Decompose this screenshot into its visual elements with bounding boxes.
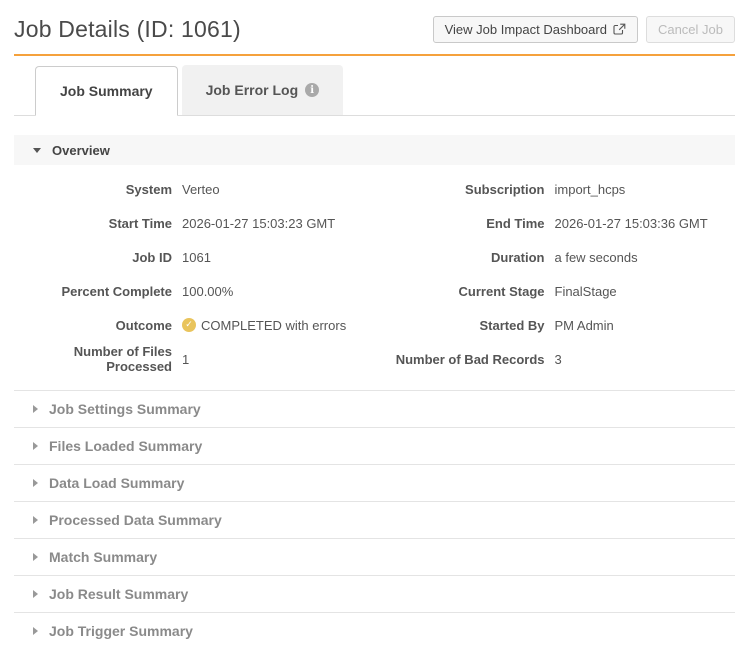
tab-job-summary-label: Job Summary xyxy=(60,83,153,99)
cancel-job-button[interactable]: Cancel Job xyxy=(645,16,735,43)
field-duration-value: a few seconds xyxy=(554,249,638,265)
field-files-processed-value: 1 xyxy=(182,351,190,367)
field-duration-label: Duration xyxy=(491,249,545,265)
section-job-result-summary[interactable]: Job Result Summary xyxy=(14,575,735,612)
info-icon xyxy=(305,83,320,97)
field-end-time: End Time 2026-01-27 15:03:36 GMT xyxy=(375,206,736,240)
field-start-time-label: Start Time xyxy=(108,215,172,231)
caret-right-icon xyxy=(33,553,38,561)
section-job-trigger-summary[interactable]: Job Trigger Summary xyxy=(14,612,735,649)
summary-sections-list: Job Settings Summary Files Loaded Summar… xyxy=(14,390,735,649)
section-label: Job Settings Summary xyxy=(49,401,201,417)
view-job-impact-dashboard-label: View Job Impact Dashboard xyxy=(444,22,607,37)
section-data-load-summary[interactable]: Data Load Summary xyxy=(14,464,735,501)
overview-fields-right-column: Subscription import_hcps End Time 2026-0… xyxy=(375,172,736,376)
page-title: Job Details (ID: 1061) xyxy=(14,16,241,42)
header-buttons: View Job Impact Dashboard Cancel Job xyxy=(432,16,735,43)
caret-right-icon xyxy=(33,405,38,413)
field-current-stage-value: FinalStage xyxy=(554,283,617,299)
field-end-time-label: End Time xyxy=(486,215,545,231)
caret-right-icon xyxy=(33,627,38,635)
page-header: Job Details (ID: 1061) View Job Impact D… xyxy=(14,0,735,56)
tab-job-summary[interactable]: Job Summary xyxy=(35,66,178,116)
overview-section-title: Overview xyxy=(52,142,110,158)
field-current-stage: Current Stage FinalStage xyxy=(375,274,736,308)
field-started-by-value: PM Admin xyxy=(554,317,614,333)
field-subscription-value: import_hcps xyxy=(554,181,626,197)
field-bad-records-value: 3 xyxy=(554,351,562,367)
completed-with-errors-check-icon xyxy=(182,318,196,332)
field-outcome-text: COMPLETED with errors xyxy=(201,317,347,333)
overview-fields: System Verteo Start Time 2026-01-27 15:0… xyxy=(14,165,735,376)
field-system-value: Verteo xyxy=(182,181,220,197)
tab-bar: Job Summary Job Error Log xyxy=(14,65,735,116)
caret-right-icon xyxy=(33,516,38,524)
tab-job-error-log-label: Job Error Log xyxy=(205,82,299,98)
field-job-id: Job ID 1061 xyxy=(14,240,375,274)
caret-right-icon xyxy=(33,590,38,598)
section-label: Processed Data Summary xyxy=(49,512,222,528)
field-outcome: Outcome COMPLETED with errors xyxy=(14,308,375,342)
view-job-impact-dashboard-button[interactable]: View Job Impact Dashboard xyxy=(432,16,638,43)
field-outcome-label: Outcome xyxy=(115,317,172,333)
section-label: Files Loaded Summary xyxy=(49,438,203,454)
overview-fields-left-column: System Verteo Start Time 2026-01-27 15:0… xyxy=(14,172,375,376)
field-start-time-value: 2026-01-27 15:03:23 GMT xyxy=(182,215,336,231)
field-current-stage-label: Current Stage xyxy=(458,283,545,299)
field-outcome-value: COMPLETED with errors xyxy=(182,318,346,333)
caret-right-icon xyxy=(33,442,38,450)
section-label: Match Summary xyxy=(49,549,158,565)
section-match-summary[interactable]: Match Summary xyxy=(14,538,735,575)
field-percent-complete: Percent Complete 100.00% xyxy=(14,274,375,308)
section-label: Job Trigger Summary xyxy=(49,623,193,639)
field-job-id-value: 1061 xyxy=(182,249,211,265)
caret-right-icon xyxy=(33,479,38,487)
field-started-by: Started By PM Admin xyxy=(375,308,736,342)
field-subscription-label: Subscription xyxy=(465,181,545,197)
section-job-settings-summary[interactable]: Job Settings Summary xyxy=(14,390,735,427)
field-bad-records-label: Number of Bad Records xyxy=(395,351,545,367)
field-start-time: Start Time 2026-01-27 15:03:23 GMT xyxy=(14,206,375,240)
field-subscription: Subscription import_hcps xyxy=(375,172,736,206)
section-files-loaded-summary[interactable]: Files Loaded Summary xyxy=(14,427,735,464)
section-label: Data Load Summary xyxy=(49,475,185,491)
field-percent-complete-value: 100.00% xyxy=(182,283,234,299)
section-processed-data-summary[interactable]: Processed Data Summary xyxy=(14,501,735,538)
field-system-label: System xyxy=(125,181,172,197)
field-job-id-label: Job ID xyxy=(132,249,172,265)
field-files-processed: Number of Files Processed 1 xyxy=(14,342,375,376)
caret-down-icon xyxy=(33,147,41,153)
field-started-by-label: Started By xyxy=(479,317,545,333)
external-link-icon xyxy=(613,23,626,36)
field-files-processed-label: Number of Files Processed xyxy=(73,344,172,374)
tab-job-error-log[interactable]: Job Error Log xyxy=(181,65,344,115)
overview-section-header[interactable]: Overview xyxy=(14,135,735,165)
section-label: Job Result Summary xyxy=(49,586,189,602)
field-system: System Verteo xyxy=(14,172,375,206)
field-bad-records: Number of Bad Records 3 xyxy=(375,342,736,376)
field-end-time-value: 2026-01-27 15:03:36 GMT xyxy=(554,215,708,231)
field-duration: Duration a few seconds xyxy=(375,240,736,274)
field-percent-complete-label: Percent Complete xyxy=(61,283,172,299)
